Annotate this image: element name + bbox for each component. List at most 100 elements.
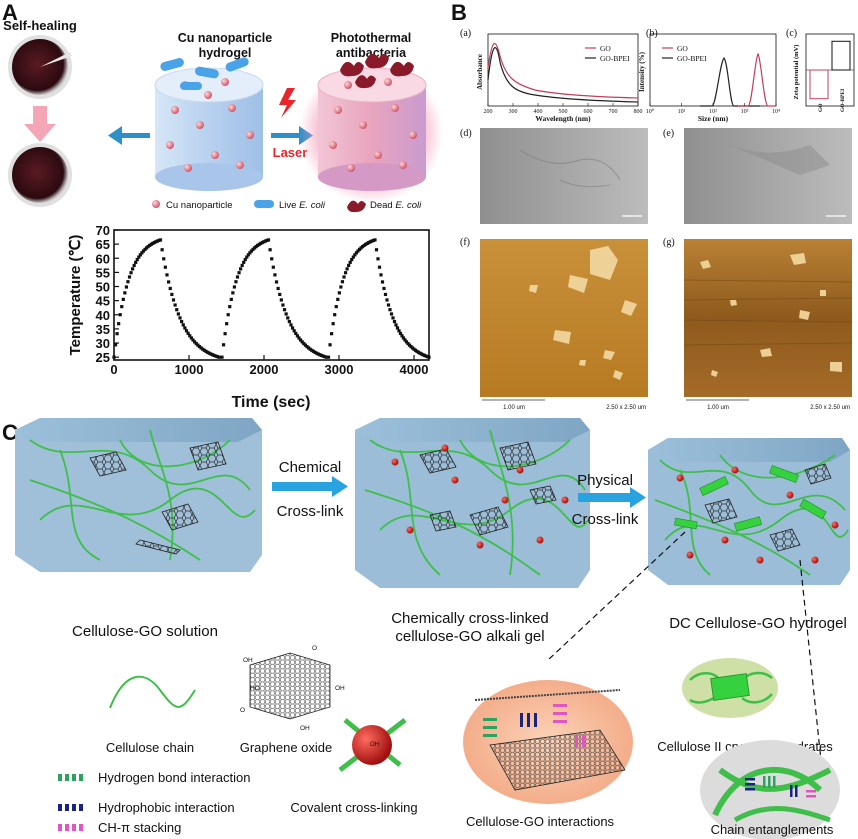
temperature-point — [141, 249, 146, 253]
x-tick-label: 0 — [110, 362, 117, 377]
temperature-point — [276, 286, 280, 291]
y-tick-label: 45 — [96, 294, 110, 309]
tick-label-b-a: 700 — [609, 109, 618, 115]
temperature-point — [226, 313, 230, 317]
temperature-point — [140, 251, 144, 255]
temperature-point — [316, 352, 320, 356]
temperature-point — [292, 329, 296, 333]
temperature-point — [307, 346, 311, 350]
temperature-point — [115, 332, 119, 336]
temperature-point — [333, 313, 337, 317]
temperature-point — [289, 323, 293, 327]
temperature-point — [118, 313, 122, 317]
dead-bacteria — [340, 53, 414, 89]
tick-label-b-a: 200 — [484, 109, 493, 115]
temperature-point — [323, 355, 327, 359]
temperature-point — [137, 255, 141, 259]
tick-label-b-b: 10² — [709, 109, 717, 115]
temperature-point — [305, 345, 309, 349]
temperature-point — [324, 355, 328, 359]
chpi-icon — [58, 824, 83, 831]
legend-dead-label: Dead E. coli — [370, 200, 422, 211]
label-b-f: (f) — [460, 237, 470, 248]
temperature-point — [319, 353, 324, 358]
y-tick-label: 60 — [96, 251, 110, 266]
svg-text:OH: OH — [300, 725, 310, 732]
cross-link-label-1: Cross-link — [277, 503, 344, 520]
temperature-point — [379, 273, 383, 277]
temperature-point — [340, 280, 345, 284]
temperature-point — [311, 349, 316, 353]
afm-image-go — [480, 239, 648, 401]
temperature-point — [383, 292, 388, 297]
entanglements-label: Chain entanglements — [711, 822, 834, 837]
temperature-point — [173, 303, 177, 307]
hydrogel-caption: DC Cellulose-GO hydrogel — [669, 615, 847, 632]
temperature-point — [232, 285, 236, 289]
temperature-point — [400, 334, 404, 338]
pointer-line-entanglements — [799, 559, 823, 771]
frame-b-b — [649, 33, 777, 107]
temperature-point — [132, 263, 136, 268]
temperature-point — [249, 249, 254, 253]
temperature-point — [175, 308, 179, 312]
center-title-2: hydrogel — [199, 46, 252, 60]
svg-text:O: O — [240, 707, 245, 714]
temperature-point — [243, 257, 247, 262]
hbond-label: Hydrogen bond interaction — [98, 770, 251, 785]
y-tick-label: 65 — [96, 237, 110, 252]
cellulose-go-interactions-oval — [463, 680, 633, 804]
temperature-point — [298, 338, 303, 342]
gel-block-solution — [15, 418, 262, 572]
go-sheets-2 — [419, 441, 557, 536]
temperature-point — [168, 286, 172, 291]
photothermal-cylinder — [299, 53, 443, 203]
temperature-point — [138, 253, 142, 257]
cellulose-chain-icon — [109, 675, 196, 709]
temperature-point — [300, 340, 304, 344]
y-tick-label: 55 — [96, 265, 110, 280]
temperature-point — [183, 326, 187, 330]
cu-nanoparticles-hot — [329, 78, 417, 172]
temperature-point — [239, 267, 243, 271]
zeta-category-label: GO — [818, 103, 824, 112]
temperature-point — [321, 354, 325, 358]
temperature-point — [167, 280, 171, 284]
legend-cu-label: Cu nanoparticle — [166, 200, 233, 211]
temperature-point — [427, 355, 431, 359]
temperature-point — [120, 305, 124, 309]
temperature-point — [348, 260, 352, 264]
temperature-point — [330, 332, 334, 336]
temperature-point — [231, 291, 235, 295]
temperature-point — [328, 343, 332, 347]
dead-bacteria-icon — [347, 200, 366, 213]
laser-label: Laser — [273, 145, 308, 160]
temperature-point — [274, 280, 279, 284]
left-arrow — [108, 126, 150, 145]
temperature-point — [373, 238, 377, 242]
tick-label-b-a: 500 — [559, 109, 568, 115]
chemical-arrow — [272, 476, 348, 497]
temperature-point — [237, 271, 241, 275]
temperature-point — [404, 340, 409, 344]
xticks-b-a: 200 300 400 500 600 700 800 — [484, 103, 643, 115]
svg-text:HO: HO — [250, 685, 260, 692]
alkali-caption-2: cellulose-GO alkali gel — [395, 628, 544, 645]
temperature-point — [234, 280, 238, 284]
zeta-category-label: GO-BPEI — [840, 89, 846, 112]
temperature-point — [112, 355, 116, 359]
label-b-d: (d) — [460, 128, 472, 139]
y-tick-label: 35 — [96, 322, 110, 337]
y-tick-label: 30 — [96, 336, 110, 351]
chart-b-c-zeta: (c) GO GO-BPEI Zeta potential (mV) — [786, 28, 855, 112]
temperature-point — [240, 263, 244, 268]
temperature-point — [395, 326, 400, 330]
temperature-point — [163, 265, 167, 269]
temperature-point — [160, 248, 164, 252]
temperature-point — [212, 353, 216, 358]
temperature-point — [342, 275, 346, 279]
crystallites-3 — [674, 465, 827, 532]
pointer-line-interactions — [547, 531, 686, 661]
legend-gobpei-b: GO-BPEI — [677, 54, 707, 63]
